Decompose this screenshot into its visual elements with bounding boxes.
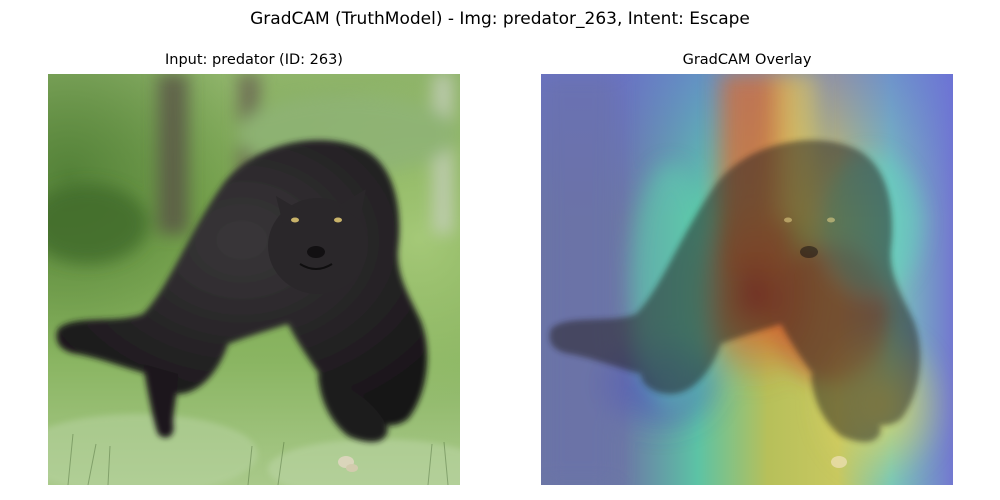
gradcam-overlay-image (541, 74, 953, 485)
figure-title: GradCAM (TruthModel) - Img: predator_263… (250, 9, 750, 29)
gradcam-overlay-title: GradCAM Overlay (682, 52, 812, 68)
input-panther-image (48, 74, 460, 485)
input-image-title: Input: predator (ID: 263) (165, 52, 343, 68)
